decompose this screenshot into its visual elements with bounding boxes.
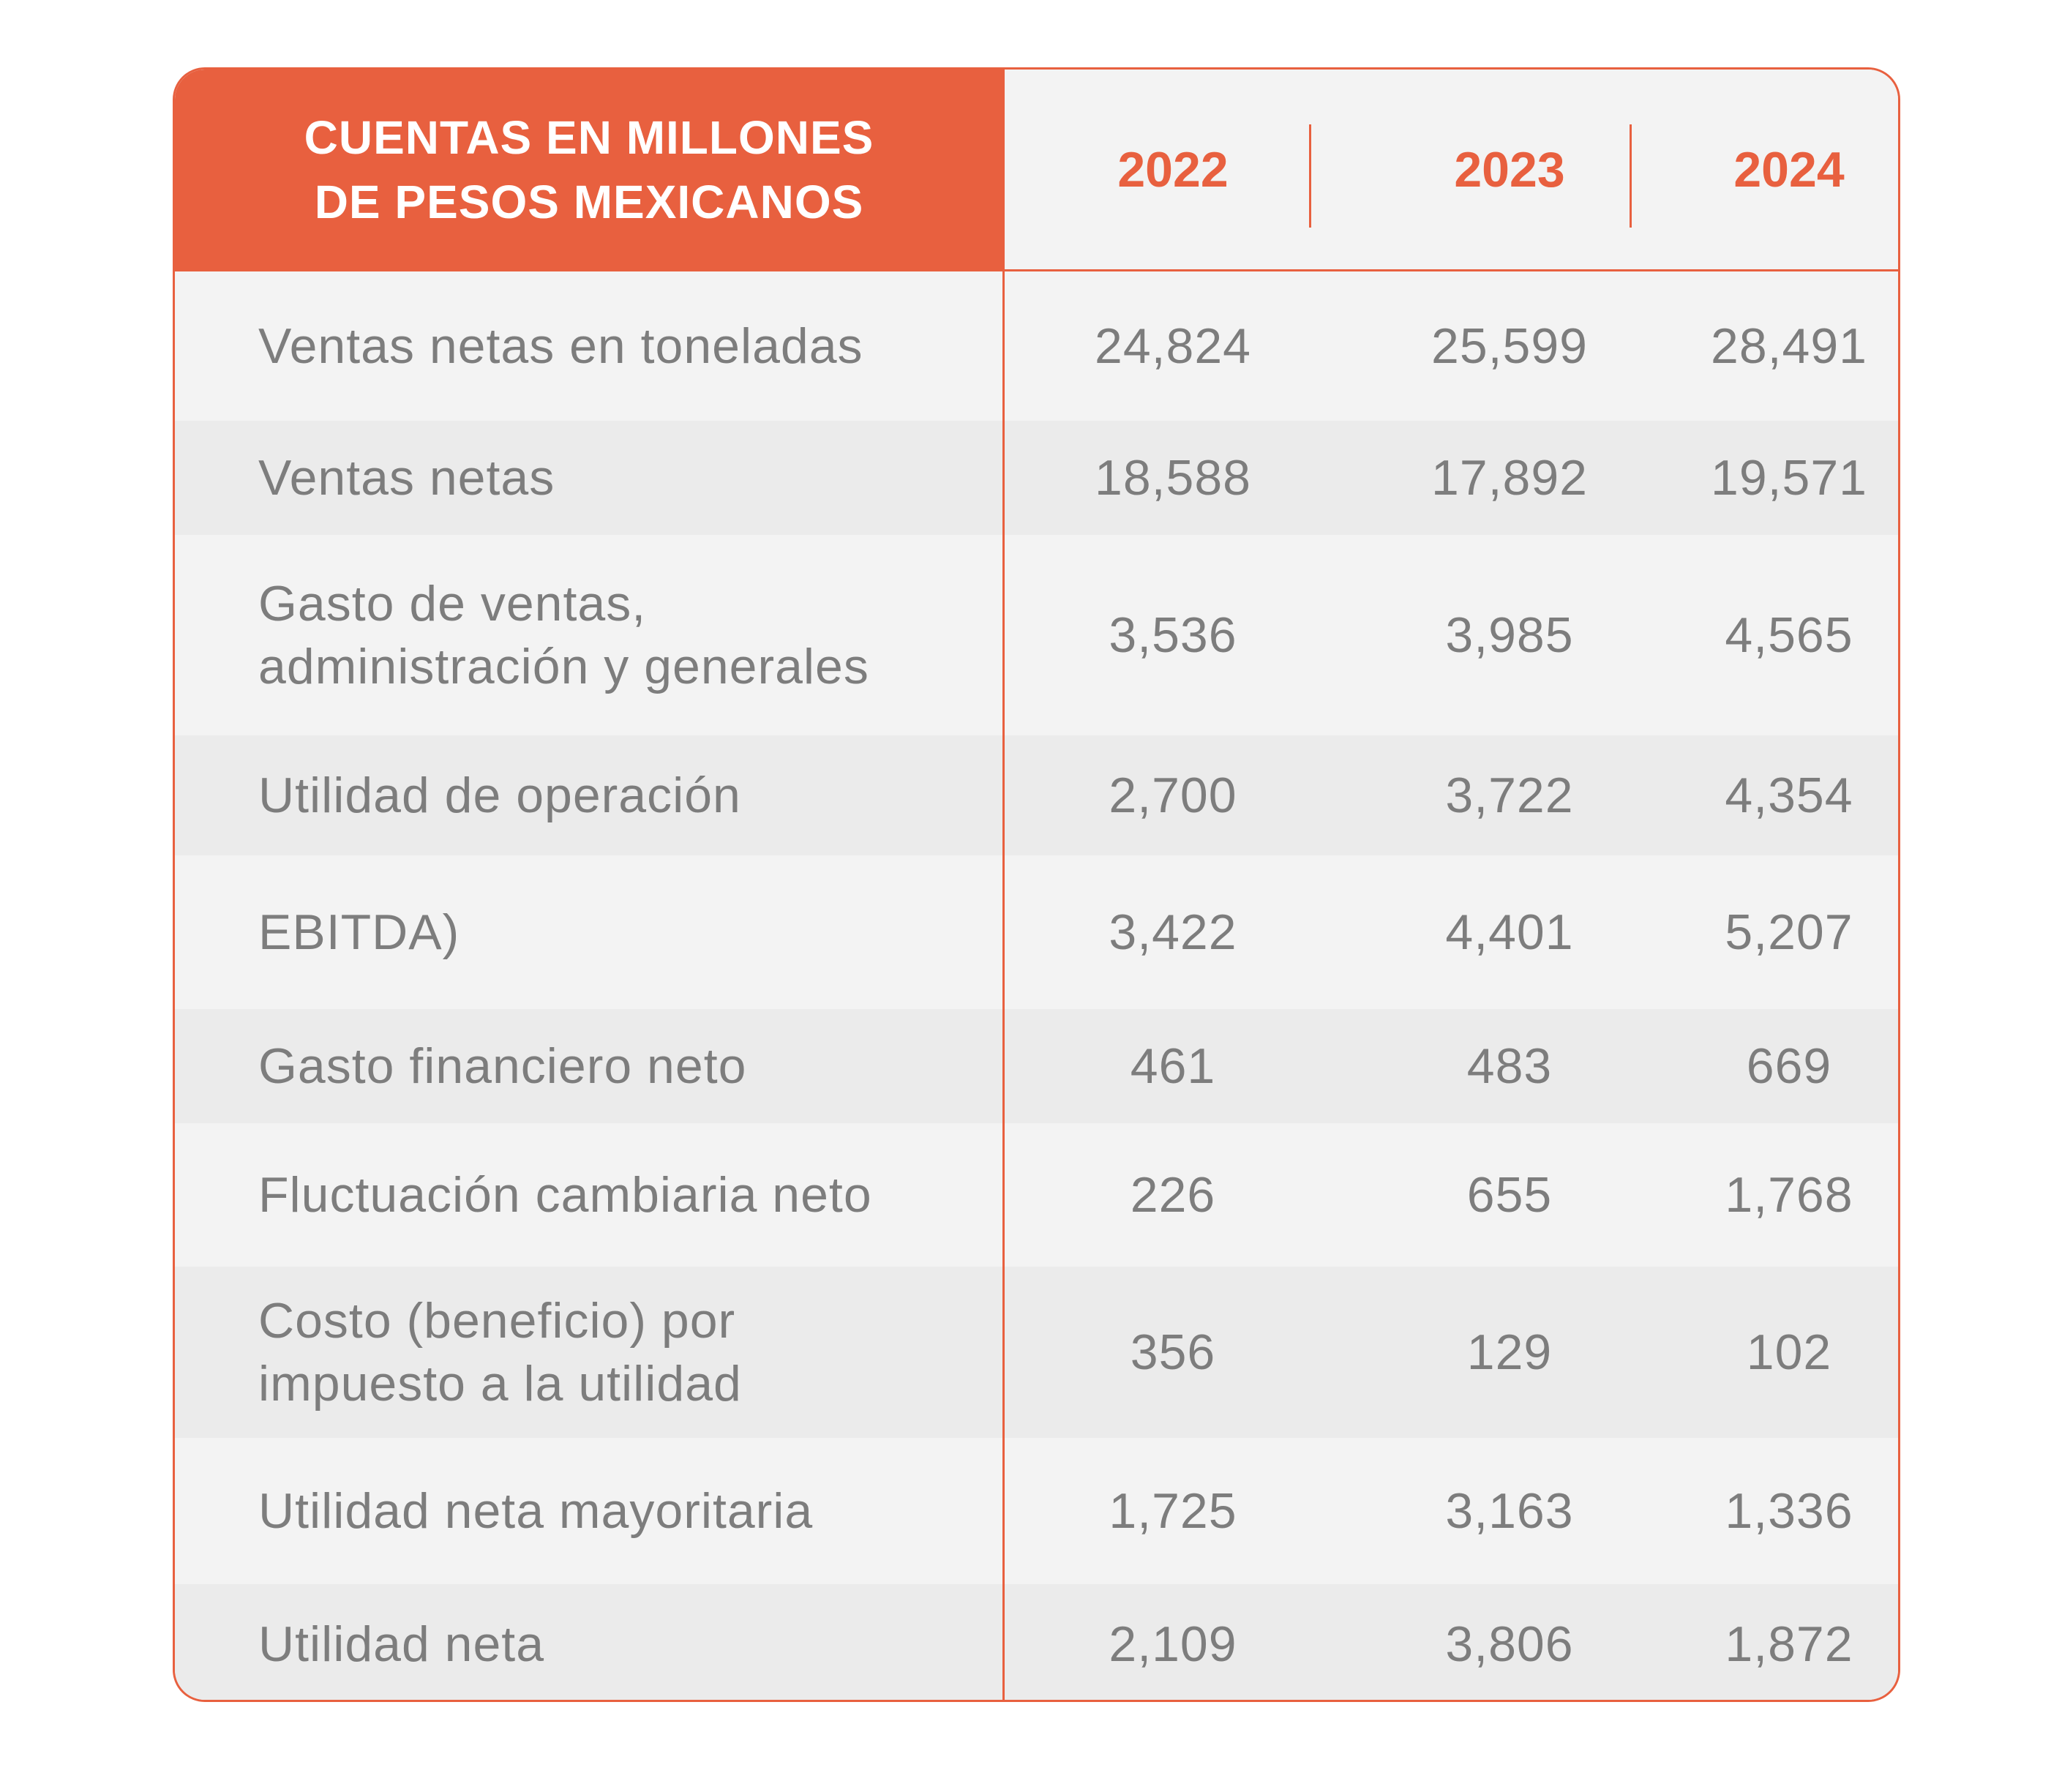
cell-2023: 3,722 [1445,768,1574,823]
cell-2022: 226 [1130,1167,1216,1223]
cell-2023: 483 [1466,1038,1553,1094]
year-separator [1630,124,1632,228]
table-row: Ventas netas 18,588 17,892 19,571 [175,421,1898,535]
row-label: Fluctuación cambiaria neto [258,1167,872,1223]
row-label: Ventas netas [258,450,555,506]
cell-2024: 5,207 [1725,904,1853,960]
row-label: EBITDA) [258,904,460,960]
cell-2022: 1,725 [1109,1483,1237,1539]
financial-table: CUENTAS EN MILLONES DE PESOS MEXICANOS 2… [173,67,1900,1702]
table-row: Ventas netas en toneladas 24,824 25,599 … [175,271,1898,421]
cell-2024: 1,336 [1725,1483,1853,1539]
cell-2024: 4,565 [1725,607,1853,663]
column-divider [1002,70,1005,1700]
cell-2023: 3,163 [1445,1483,1574,1539]
table-row: EBITDA) 3,422 4,401 5,207 [175,855,1898,1009]
cell-2022: 356 [1130,1324,1216,1380]
table-row: Gasto financiero neto 461 483 669 [175,1009,1898,1123]
cell-2023: 129 [1466,1324,1553,1380]
row-label: Gasto financiero neto [258,1038,747,1094]
cell-2023: 4,401 [1445,904,1574,960]
cell-2024: 19,571 [1711,450,1867,506]
year-2024-header: 2024 [1733,141,1845,198]
cell-2024: 1,768 [1725,1167,1853,1223]
cell-2022: 2,109 [1109,1616,1237,1672]
cell-2024: 102 [1746,1324,1832,1380]
cell-2024: 28,491 [1711,318,1867,374]
row-label: Utilidad neta [258,1616,545,1672]
year-2022-header: 2022 [1117,141,1229,198]
row-label: Costo (beneficio) por impuesto a la util… [258,1293,742,1412]
row-label: Utilidad de operación [258,768,741,823]
header-label-line1: CUENTAS EN MILLONES [304,110,874,164]
cell-2023: 3,985 [1445,607,1574,663]
cell-2022: 24,824 [1095,318,1251,374]
year-separator [1309,124,1311,228]
cell-2023: 17,892 [1431,450,1588,506]
row-label: Ventas netas en toneladas [258,318,863,374]
table-row: Utilidad de operación 2,700 3,722 4,354 [175,735,1898,855]
header-label-cell: CUENTAS EN MILLONES DE PESOS MEXICANOS [175,70,1003,269]
cell-2022: 3,536 [1109,607,1237,663]
cell-2023: 655 [1466,1167,1553,1223]
cell-2024: 669 [1746,1038,1832,1094]
table-header: CUENTAS EN MILLONES DE PESOS MEXICANOS 2… [175,70,1898,271]
table-row: Gasto de ventas, administración y genera… [175,535,1898,735]
header-label: CUENTAS EN MILLONES DE PESOS MEXICANOS [304,105,874,234]
cell-2022: 461 [1130,1038,1216,1094]
row-label: Gasto de ventas, administración y genera… [258,576,869,694]
cell-2023: 3,806 [1445,1616,1574,1672]
year-2023-header: 2023 [1454,141,1565,198]
cell-2022: 2,700 [1109,768,1237,823]
cell-2024: 1,872 [1725,1616,1853,1672]
row-label: Utilidad neta mayoritaria [258,1483,814,1539]
cell-2024: 4,354 [1725,768,1853,823]
cell-2022: 18,588 [1095,450,1251,506]
header-label-line2: DE PESOS MEXICANOS [314,175,864,228]
table-row: Costo (beneficio) por impuesto a la util… [175,1267,1898,1438]
table-row: Utilidad neta 2,109 3,806 1,872 [175,1584,1898,1700]
cell-2022: 3,422 [1109,904,1237,960]
table-row: Utilidad neta mayoritaria 1,725 3,163 1,… [175,1438,1898,1584]
table-row: Fluctuación cambiaria neto 226 655 1,768 [175,1123,1898,1267]
cell-2023: 25,599 [1431,318,1588,374]
